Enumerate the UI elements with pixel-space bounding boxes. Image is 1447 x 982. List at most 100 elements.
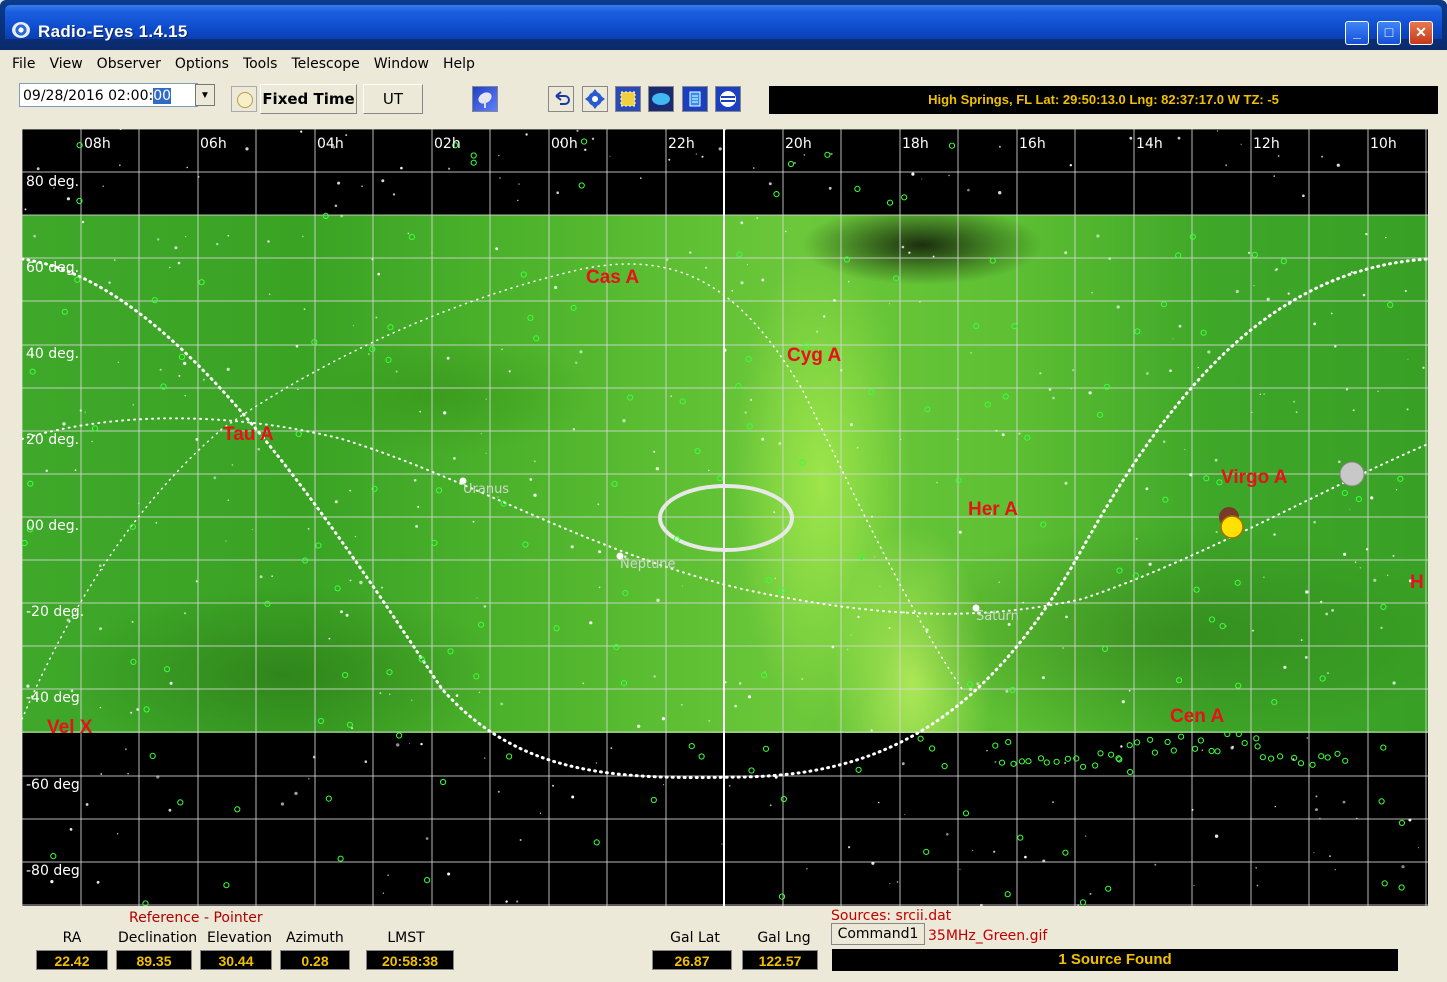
star-dot [533, 493, 537, 497]
list-view-icon[interactable] [682, 86, 708, 112]
radio-source-circle [1127, 768, 1134, 776]
sky-map[interactable]: 08h 06h 04h 02h 00h 22h 20h 18h 16h 14h … [22, 129, 1428, 906]
star-dot [900, 438, 902, 441]
star-dot [695, 153, 698, 155]
star-dot [998, 191, 1002, 195]
minimize-button[interactable]: _ [1345, 21, 1369, 45]
menu-observer[interactable]: Observer [96, 56, 161, 72]
radio-eyes-app-icon[interactable] [12, 22, 30, 38]
menu-options[interactable]: Options [174, 56, 229, 72]
undo-icon[interactable] [548, 86, 574, 112]
menu-tools[interactable]: Tools [242, 56, 278, 72]
source-cen-a[interactable]: Cen A [1170, 706, 1225, 727]
star-dot [485, 452, 487, 454]
clock-icon[interactable] [231, 86, 257, 112]
star-dot [1273, 175, 1275, 177]
star-dot [946, 833, 949, 836]
star-dot [508, 370, 511, 373]
star-dot [708, 469, 710, 471]
date-time-picker[interactable]: 09/28/2016 02:00:00 [19, 83, 198, 107]
star-dot [157, 238, 160, 241]
radio-source-circle [1208, 616, 1216, 623]
radio-source-circle [520, 271, 527, 278]
source-cas-a[interactable]: Cas A [586, 267, 640, 288]
star-dot [957, 438, 959, 440]
star-dot [689, 251, 692, 254]
source-her-a[interactable]: Her A [968, 499, 1018, 520]
menu-file[interactable]: File [12, 56, 36, 72]
center-crosshair-icon[interactable] [582, 86, 608, 112]
star-dot [1349, 508, 1351, 510]
star-dot [761, 437, 765, 441]
star-dot [55, 786, 57, 789]
star-dot [850, 634, 852, 636]
menu-help[interactable]: Help [443, 56, 475, 72]
source-vel-x[interactable]: Vel X [47, 717, 93, 738]
star-dot [609, 155, 611, 157]
star-dot [1129, 136, 1133, 140]
ut-button[interactable]: UT [363, 84, 423, 114]
zoom-box-icon[interactable] [615, 86, 641, 112]
star-dot [395, 370, 398, 373]
star-dot [1240, 143, 1242, 145]
radio-source-circle [780, 795, 788, 803]
maximize-button[interactable]: □ [1377, 21, 1401, 45]
observer-location-display: High Springs, FL Lat: 29:50:13.0 Lng: 82… [769, 86, 1438, 114]
star-dot [1255, 866, 1258, 869]
star-dot [728, 785, 731, 787]
menu-telescope[interactable]: Telescope [291, 56, 360, 72]
radio-source-circle [151, 297, 158, 304]
fixed-time-button[interactable]: Fixed Time [260, 84, 357, 114]
menu-window[interactable]: Window [373, 56, 429, 72]
star-dot [637, 724, 641, 728]
star-dot [1169, 369, 1172, 372]
star-dot [1108, 257, 1111, 260]
radio-source-circle [858, 553, 865, 561]
radio-source-circle [1398, 884, 1405, 891]
star-dot [803, 154, 806, 156]
star-dot [271, 575, 273, 577]
radio-source-circle [1214, 748, 1221, 755]
date-dropdown-button[interactable]: ▼ [195, 84, 215, 106]
star-dot [888, 627, 891, 629]
star-dot [168, 808, 172, 812]
globe-icon[interactable] [715, 86, 741, 112]
star-dot [328, 637, 331, 640]
star-dot [478, 691, 481, 693]
close-button[interactable]: ✕ [1409, 21, 1433, 45]
star-dot [413, 479, 417, 482]
planet-uranus-label: Uranus [463, 482, 510, 497]
dec-label-60: 60 deg. [26, 260, 80, 276]
sky-view-icon[interactable] [648, 86, 674, 112]
star-dot [1022, 601, 1025, 604]
source-virgo-a[interactable]: Virgo A [1221, 467, 1288, 488]
star-dot [130, 711, 133, 714]
star-dot [896, 881, 899, 883]
star-dot [1293, 400, 1296, 403]
command1-button[interactable]: Command1 [831, 923, 925, 945]
star-dot [571, 795, 575, 799]
star-dot [747, 695, 752, 699]
ra-label-20h: 20h [785, 136, 812, 152]
radio-source-circle [1192, 745, 1199, 752]
star-dot [958, 530, 962, 534]
star-dot [375, 316, 378, 319]
radio-source-circle [342, 672, 349, 679]
menu-view[interactable]: View [49, 56, 83, 72]
satellite-dish-icon[interactable] [472, 86, 498, 112]
star-dot [420, 742, 423, 746]
radio-source-circle [322, 212, 329, 220]
star-dot [495, 247, 499, 251]
star-dot [483, 605, 487, 608]
source-h-partial[interactable]: H [1410, 572, 1424, 593]
star-dot [878, 801, 880, 804]
star-dot [1331, 609, 1334, 612]
source-tau-a[interactable]: Tau A [223, 424, 274, 445]
star-dot [81, 220, 85, 224]
source-cyg-a[interactable]: Cyg A [787, 345, 842, 366]
dec-label-minus20: -20 deg. [26, 604, 85, 620]
radio-source-circle [234, 806, 241, 813]
star-dot [371, 258, 374, 261]
source-found-status: 1 Source Found [832, 949, 1398, 971]
star-dot [155, 522, 158, 524]
